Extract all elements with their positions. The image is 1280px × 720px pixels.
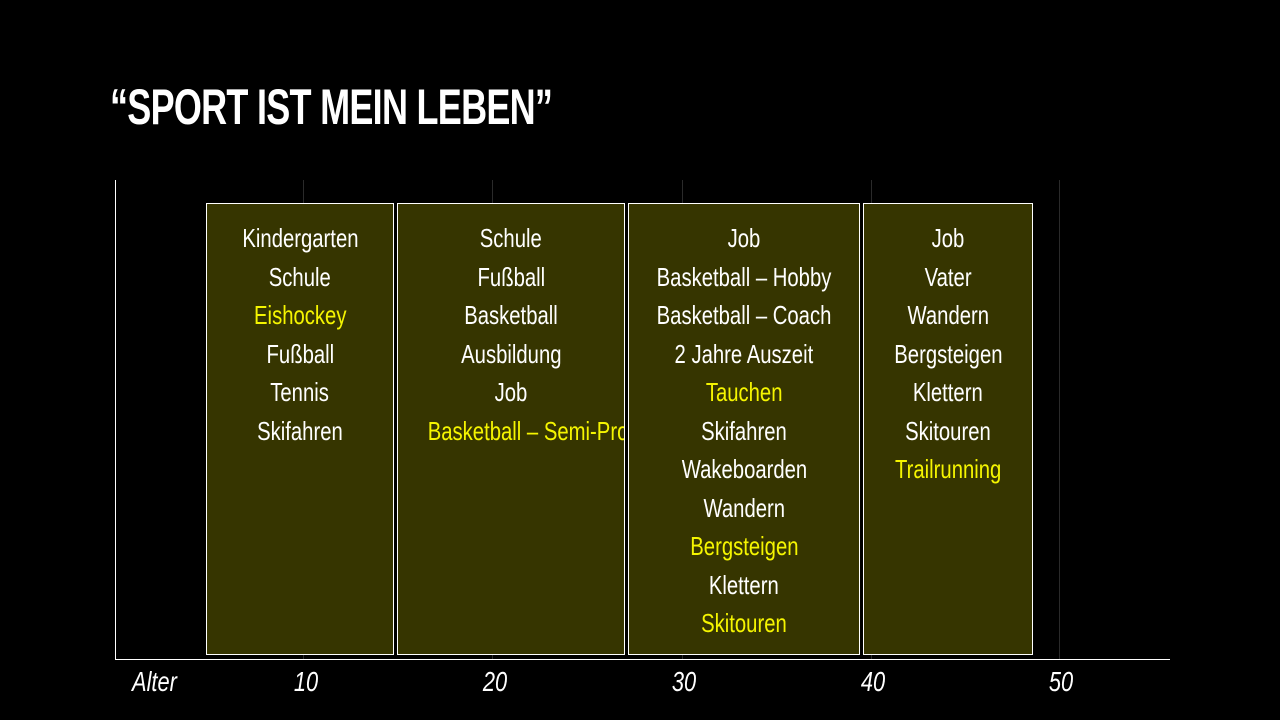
period-list-3: Job Basketball – Hobby Basketball – Coach 2… — [629, 204, 859, 643]
activity-label: Skifahren — [701, 415, 787, 446]
x-tick-10: 10 — [293, 666, 319, 697]
activity-label: Ausbildung — [460, 338, 562, 369]
activity-label: Trailrunning — [894, 454, 1002, 484]
activity-item: Skitouren — [629, 604, 859, 643]
activity-label: Tauchen — [705, 377, 783, 407]
period-list-4: Job Vater Wandern Bergsteigen Klettern Skitou… — [864, 204, 1032, 489]
activity-item: Tennis — [207, 373, 393, 412]
activity-item: Basketball – Coach — [629, 296, 859, 335]
period-list-1: Kindergarten Schule Eishockey Fußball Tennis… — [207, 204, 393, 450]
activity-item: Wandern — [864, 296, 1032, 335]
activity-item: Bergsteigen — [629, 527, 859, 566]
activity-item: Basketball – Semi-Profi — [398, 412, 624, 451]
activity-item: Wakeboarden — [629, 450, 859, 489]
x-tick-40: 40 — [860, 666, 886, 697]
period-box-3: Job Basketball – Hobby Basketball – Coach 2… — [628, 203, 860, 655]
activity-item: Basketball – Hobby — [629, 258, 859, 297]
x-tick-20: 20 — [482, 666, 508, 697]
activity-label: Kindergarten — [241, 223, 359, 253]
activity-item: Job — [398, 373, 624, 412]
activity-item: Trailrunning — [864, 450, 1032, 489]
x-tick-30: 30 — [671, 666, 697, 697]
activity-label: Schule — [479, 223, 543, 253]
activity-label: Job — [494, 377, 528, 407]
activity-label: Fußball — [477, 261, 545, 292]
activity-label: Basketball — [464, 300, 558, 330]
period-list-2: Schule Fußball Basketball Ausbildung Job Bask… — [398, 204, 624, 450]
activity-label: Wandern — [703, 492, 785, 523]
activity-item: Bergsteigen — [864, 335, 1032, 374]
activity-label: Fußball — [266, 338, 334, 369]
slide-title: “SPORT IST MEIN LEBEN” — [110, 79, 553, 135]
period-box-4: Job Vater Wandern Bergsteigen Klettern Skitou… — [863, 203, 1033, 655]
activity-item: Klettern — [629, 566, 859, 605]
activity-item: Skifahren — [629, 412, 859, 451]
activity-item: Fußball — [207, 335, 393, 374]
activity-item: 2 Jahre Auszeit — [629, 335, 859, 374]
activity-label: Wakeboarden — [681, 454, 807, 484]
activity-item: Wandern — [629, 489, 859, 528]
activity-label: Eishockey — [253, 300, 347, 330]
activity-item: Ausbildung — [398, 335, 624, 374]
activity-item: Eishockey — [207, 296, 393, 335]
activity-label: Basketball – Semi-Profi — [427, 415, 625, 446]
activity-label: Schule — [268, 261, 332, 292]
activity-label: Job — [727, 223, 761, 253]
activity-label: Klettern — [913, 377, 983, 407]
activity-item: Tauchen — [629, 373, 859, 412]
period-box-1: Kindergarten Schule Eishockey Fußball Tennis… — [206, 203, 394, 655]
activity-label: Tennis — [270, 377, 330, 407]
activity-item: Vater — [864, 258, 1032, 297]
x-tick-50: 50 — [1048, 666, 1074, 697]
activity-item: Job — [629, 219, 859, 258]
activity-label: Skifahren — [257, 415, 343, 446]
activity-label: Wandern — [907, 300, 989, 330]
activity-label: Bergsteigen — [893, 338, 1003, 369]
activity-item: Skitouren — [864, 412, 1032, 451]
activity-label: Bergsteigen — [689, 531, 799, 561]
period-box-2: Schule Fußball Basketball Ausbildung Job Bask… — [397, 203, 625, 655]
gridline-50 — [1059, 180, 1060, 659]
x-axis-line — [115, 659, 1170, 660]
activity-item: Schule — [398, 219, 624, 258]
activity-item: Schule — [207, 258, 393, 297]
x-axis-name: Alter — [132, 666, 177, 697]
activity-item: Kindergarten — [207, 219, 393, 258]
activity-label: Vater — [924, 261, 972, 292]
activity-label: 2 Jahre Auszeit — [674, 338, 814, 369]
activity-label: Skitouren — [905, 415, 991, 446]
activity-label: Klettern — [709, 569, 779, 600]
activity-label: Basketball – Hobby — [656, 261, 832, 292]
activity-item: Fußball — [398, 258, 624, 297]
activity-item: Job — [864, 219, 1032, 258]
activity-item: Skifahren — [207, 412, 393, 451]
y-axis-line — [115, 180, 116, 660]
activity-label: Skitouren — [701, 608, 787, 638]
activity-item: Klettern — [864, 373, 1032, 412]
activity-item: Basketball — [398, 296, 624, 335]
activity-label: Basketball – Coach — [656, 300, 832, 330]
activity-label: Job — [931, 223, 965, 253]
